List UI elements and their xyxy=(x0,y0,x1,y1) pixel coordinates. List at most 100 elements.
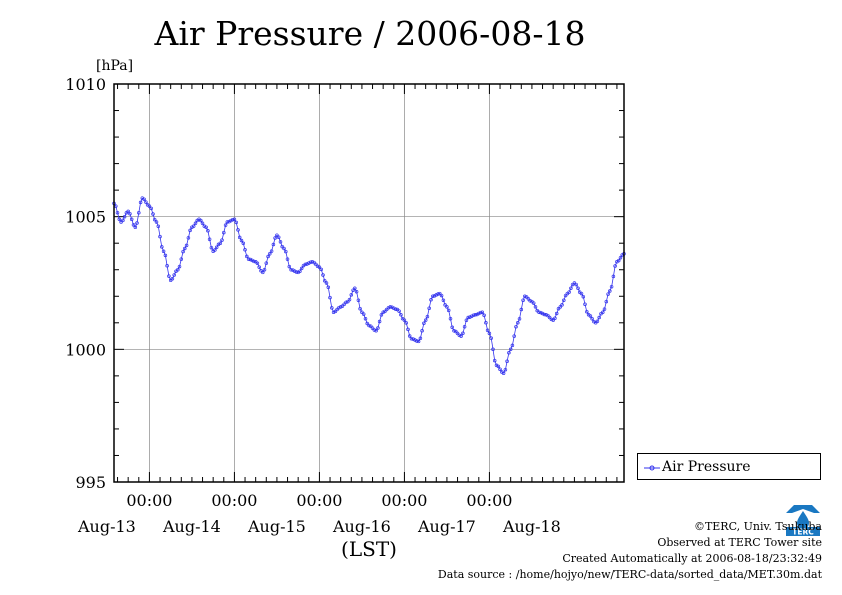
data-point xyxy=(184,243,189,248)
data-point xyxy=(280,244,284,249)
data-point xyxy=(363,317,368,321)
svg-text:TERC: TERC xyxy=(792,528,814,537)
data-point xyxy=(462,325,467,329)
data-point xyxy=(137,210,141,215)
data-point xyxy=(528,299,532,303)
x-date-label: Aug-16 xyxy=(332,517,391,536)
data-point xyxy=(542,312,547,317)
data-point xyxy=(308,260,313,264)
data-point xyxy=(121,218,125,223)
legend: Air Pressure xyxy=(637,453,821,480)
data-point xyxy=(220,238,224,242)
data-point xyxy=(321,273,325,277)
data-point xyxy=(218,241,223,245)
data-point xyxy=(446,308,451,313)
data-point xyxy=(241,241,246,246)
data-point xyxy=(294,270,299,274)
data-point xyxy=(315,264,320,269)
data-point xyxy=(305,262,309,266)
data-point xyxy=(299,266,304,271)
data-point xyxy=(356,298,361,302)
data-point xyxy=(477,311,481,316)
plot-frame xyxy=(113,83,625,483)
data-point xyxy=(257,265,261,269)
credit-observed: Observed at TERC Tower site xyxy=(657,536,822,549)
x-axis-label: (LST) xyxy=(341,537,397,561)
data-point xyxy=(183,246,187,251)
data-point xyxy=(303,262,308,267)
data-point xyxy=(151,212,155,216)
legend-marker-icon xyxy=(644,465,660,471)
data-point xyxy=(163,253,168,258)
data-point xyxy=(250,258,254,263)
data-point xyxy=(367,323,371,328)
data-point xyxy=(473,313,478,317)
data-point xyxy=(307,261,311,265)
data-point xyxy=(144,200,148,204)
data-point xyxy=(397,309,401,313)
data-point xyxy=(526,297,531,301)
data-point xyxy=(232,217,237,222)
data-point xyxy=(425,314,430,319)
data-point xyxy=(406,327,410,332)
data-point xyxy=(540,311,545,316)
data-point xyxy=(450,325,454,330)
data-point xyxy=(606,292,610,296)
data-point xyxy=(193,221,198,226)
data-point xyxy=(268,252,272,256)
x-date-label: Aug-13 xyxy=(77,517,136,536)
data-point xyxy=(517,317,522,321)
data-point xyxy=(370,326,375,330)
data-point xyxy=(284,249,288,254)
data-point xyxy=(475,312,479,317)
y-unit-label: [hPa] xyxy=(96,58,133,74)
data-point xyxy=(510,343,515,348)
data-point xyxy=(138,200,143,205)
data-point xyxy=(404,321,408,325)
data-point xyxy=(206,229,210,233)
y-tick-label: 1010 xyxy=(65,75,106,94)
data-point xyxy=(439,293,444,298)
x-tick-label: 00:00 xyxy=(296,491,342,510)
data-point xyxy=(553,316,557,320)
data-point xyxy=(524,295,529,299)
data-point xyxy=(455,331,460,336)
data-point xyxy=(248,257,253,262)
data-point xyxy=(429,298,433,302)
data-point xyxy=(369,324,373,328)
data-point xyxy=(167,274,171,278)
data-point xyxy=(227,219,231,224)
data-point xyxy=(374,329,378,333)
data-point xyxy=(585,309,589,314)
data-point xyxy=(452,329,456,333)
data-point xyxy=(200,221,205,226)
data-point xyxy=(459,334,463,338)
data-point xyxy=(278,240,283,244)
data-point xyxy=(372,328,377,332)
data-point xyxy=(319,267,323,272)
data-point xyxy=(243,248,247,252)
data-point xyxy=(443,303,447,307)
data-point xyxy=(556,307,561,311)
data-point xyxy=(261,270,265,275)
data-point xyxy=(383,309,387,314)
data-point xyxy=(604,299,609,304)
data-point xyxy=(333,309,338,314)
data-point xyxy=(544,313,548,317)
data-point xyxy=(436,292,440,296)
data-point xyxy=(445,305,449,309)
data-point xyxy=(588,314,593,318)
data-point xyxy=(432,294,437,298)
chart-title: Air Pressure / 2006-08-18 xyxy=(154,14,586,53)
data-point xyxy=(338,305,343,309)
data-point xyxy=(282,246,286,251)
data-point xyxy=(464,318,469,322)
data-point xyxy=(441,298,446,302)
data-point xyxy=(177,264,182,269)
data-point xyxy=(611,274,616,279)
data-point xyxy=(330,306,334,310)
data-point xyxy=(147,204,152,208)
data-point xyxy=(246,257,251,261)
data-point xyxy=(129,217,134,222)
